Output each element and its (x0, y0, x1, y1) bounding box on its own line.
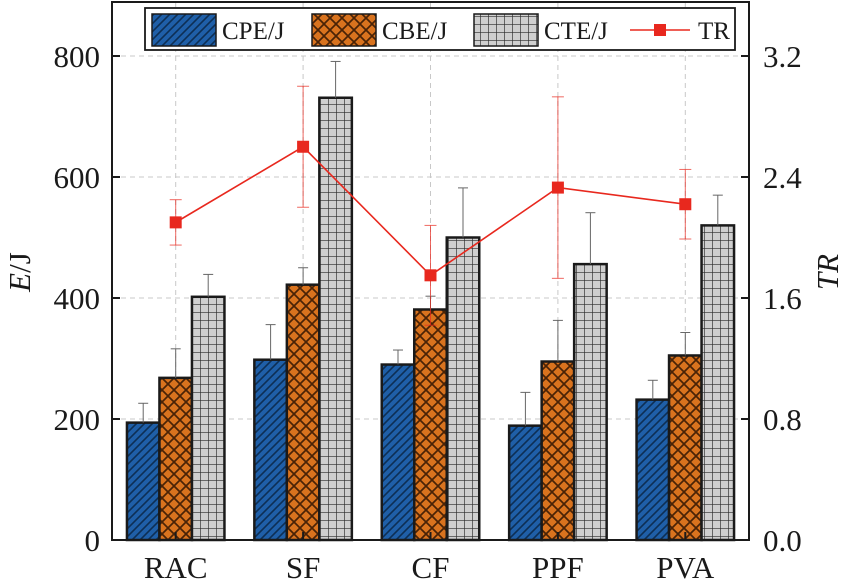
tr-point-cf (424, 269, 437, 282)
bar-cbe-j-rac (158, 376, 194, 542)
bar-cpe-j-ppf (507, 424, 543, 542)
legend-box (144, 7, 736, 51)
legend-label-cte: CTE/J (544, 18, 608, 45)
bar-cpe-j-sf (253, 358, 289, 542)
bar-cte-j-pva (700, 224, 736, 542)
y-right-tick-label: 0.8 (763, 402, 802, 437)
y-right-tick-label: 2.4 (763, 160, 802, 195)
x-tick-label-cf: CF (412, 550, 450, 585)
bar-cte-j-ppf (572, 262, 608, 542)
bar-cpe-j-cf (380, 363, 416, 542)
bar-cte-j-sf (318, 96, 354, 542)
y-right-tick-label: 1.6 (763, 281, 802, 316)
y-axis-left-title-unit: /J (2, 252, 37, 273)
y-axis-right-title: TR (810, 254, 845, 290)
tr-point-rac (169, 216, 182, 229)
x-tick-label-sf: SF (286, 550, 320, 585)
x-tick-label-pva: PVA (656, 550, 715, 585)
y-left-tick-label: 600 (54, 160, 101, 195)
bar-cbe-j-ppf (540, 360, 576, 542)
tr-point-ppf (551, 181, 564, 194)
y-left-tick-label: 200 (54, 402, 101, 437)
tr-line-series (169, 85, 692, 326)
legend-label-cbe: CBE/J (382, 18, 448, 45)
bar-cte-j-rac (190, 295, 226, 542)
legend-swatch-cte (473, 13, 539, 47)
legend-marker-tr (654, 24, 666, 36)
bar-cbe-j-sf (285, 283, 321, 542)
legend: CPE/J CBE/J CTE/J TR (144, 7, 736, 51)
y-axis-left-title: E/J (2, 252, 37, 293)
bar-cbe-j-pva (667, 354, 703, 542)
legend-label-cpe: CPE/J (222, 18, 285, 45)
x-tick-label-rac: RAC (144, 550, 208, 585)
y-left-tick-label: 800 (54, 39, 101, 74)
bar-cte-j-cf (445, 236, 481, 542)
x-tick-label-ppf: PPF (532, 550, 584, 585)
tr-point-sf (297, 140, 310, 153)
bar-cbe-j-cf (413, 308, 448, 542)
y-left-tick-label: 400 (54, 281, 101, 316)
legend-swatch-cbe (311, 13, 377, 47)
legend-swatch-cpe (151, 13, 217, 47)
y-right-tick-label: 0.0 (763, 523, 802, 558)
bar-cpe-j-rac (125, 421, 161, 542)
axes: 0 200 400 600 800 0.0 0.8 1.6 2.4 3.2 RAC SF CF PPF PV… (54, 39, 803, 585)
error-bars (138, 60, 723, 426)
bar-cpe-j-pva (635, 398, 671, 542)
y-left-tick-label: 0 (85, 523, 101, 558)
y-right-tick-label: 3.2 (763, 39, 802, 74)
legend-label-tr: TR (698, 18, 730, 45)
tr-point-pva (679, 198, 692, 211)
